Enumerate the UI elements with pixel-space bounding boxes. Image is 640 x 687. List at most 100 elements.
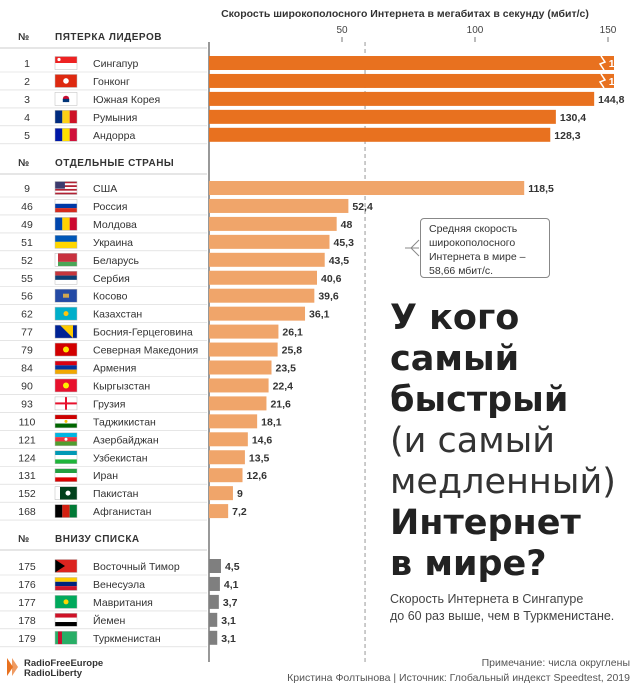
logo-line: RadioFreeEurope bbox=[24, 658, 104, 669]
mk-flag-icon bbox=[54, 342, 78, 357]
rank-column-header: № bbox=[18, 158, 29, 169]
country-label: Украина bbox=[93, 237, 133, 249]
country-label: Туркменистан bbox=[93, 633, 161, 645]
value-label: 118,5 bbox=[528, 183, 554, 195]
bar bbox=[209, 396, 267, 411]
us-flag-icon bbox=[54, 181, 78, 195]
bar bbox=[209, 181, 525, 195]
bar bbox=[209, 468, 243, 483]
average-callout: Средняя скорость широкополосного Интерне… bbox=[420, 218, 550, 278]
callout-pointer bbox=[410, 239, 420, 257]
bar bbox=[209, 414, 258, 429]
value-label: 4,1 bbox=[224, 579, 239, 591]
rank-label: 52 bbox=[21, 255, 33, 267]
country-label: Мавритания bbox=[93, 597, 153, 609]
callout-line: широкополосного bbox=[429, 237, 516, 249]
rank-label: 121 bbox=[18, 434, 36, 446]
rank-label: 55 bbox=[21, 273, 33, 285]
value-label: 39,6 bbox=[318, 291, 339, 303]
rferl-logo: RadioFreeEurope RadioLiberty bbox=[4, 652, 134, 684]
country-label: Восточный Тимор bbox=[93, 561, 180, 573]
value-label: 197,5 bbox=[609, 58, 635, 70]
ru-flag-icon bbox=[54, 199, 78, 213]
country-label: Гонконг bbox=[93, 76, 130, 88]
value-label: 130,4 bbox=[560, 112, 586, 124]
bar bbox=[209, 288, 315, 303]
headline-line: Интернет bbox=[390, 503, 581, 543]
value-label: 144,8 bbox=[598, 94, 624, 106]
bar bbox=[209, 324, 279, 339]
rank-label: 51 bbox=[21, 237, 33, 249]
rank-label: 90 bbox=[21, 380, 33, 392]
value-label: 13,5 bbox=[249, 452, 270, 464]
bar bbox=[209, 594, 219, 609]
value-label: 21,6 bbox=[270, 398, 291, 410]
country-label: Андорра bbox=[93, 130, 135, 142]
x-tick-label: 50 bbox=[336, 25, 348, 36]
value-label: 128,3 bbox=[554, 130, 580, 142]
logo-text: RadioFreeEurope RadioLiberty bbox=[24, 659, 103, 679]
bar bbox=[209, 504, 229, 519]
by-flag-icon bbox=[54, 253, 78, 267]
callout-line: 58,66 мбит/с. bbox=[429, 265, 494, 277]
kz-flag-icon bbox=[54, 306, 78, 321]
subheadline-line: до 60 раз выше, чем в Туркменистане. bbox=[390, 609, 615, 623]
source-credit: Кристина Фолтынова | Источник: Глобальны… bbox=[287, 672, 630, 684]
rank-label: 110 bbox=[19, 416, 36, 428]
bar bbox=[209, 109, 556, 124]
country-label: Иран bbox=[93, 470, 118, 482]
chart-title: Скорость широкополосного Интернета в мег… bbox=[221, 8, 589, 20]
rank-label: 177 bbox=[18, 597, 36, 609]
value-label: 14,6 bbox=[252, 434, 273, 446]
value-label: 12,6 bbox=[247, 470, 268, 482]
value-label: 7,2 bbox=[232, 506, 247, 518]
group-header: ОТДЕЛЬНЫЕ СТРАНЫ bbox=[55, 158, 174, 169]
bar bbox=[209, 56, 614, 70]
rank-label: 176 bbox=[18, 579, 36, 591]
headline: У кого самый быстрый (и самый медленный)… bbox=[390, 298, 635, 585]
country-label: Россия bbox=[93, 201, 127, 213]
bar bbox=[209, 127, 551, 142]
bar bbox=[209, 486, 233, 501]
rank-label: 56 bbox=[21, 291, 33, 303]
rank-label: 1 bbox=[24, 58, 30, 70]
rank-label: 179 bbox=[18, 633, 36, 645]
ba-flag-icon bbox=[54, 324, 78, 339]
sg-flag-icon bbox=[54, 56, 78, 70]
az-flag-icon bbox=[54, 432, 78, 447]
rank-label: 9 bbox=[24, 183, 30, 195]
headline-line: У кого bbox=[390, 298, 520, 338]
rank-label: 131 bbox=[18, 470, 36, 482]
callout-line: Интернета в мире – bbox=[429, 251, 526, 263]
country-label: Сингапур bbox=[93, 58, 139, 70]
ye-flag-icon bbox=[54, 613, 78, 627]
bar bbox=[209, 559, 221, 573]
value-label: 3,7 bbox=[223, 597, 238, 609]
kr-flag-icon bbox=[54, 92, 78, 106]
rs-flag-icon bbox=[54, 271, 78, 285]
bar bbox=[209, 270, 317, 285]
xk-flag-icon bbox=[54, 288, 78, 303]
country-label: Сербия bbox=[93, 273, 130, 285]
rank-column-header: № bbox=[18, 534, 29, 545]
rounding-note: Примечание: числа округлены bbox=[481, 657, 630, 669]
bar bbox=[209, 576, 220, 591]
bar bbox=[209, 91, 595, 106]
bar bbox=[209, 630, 218, 645]
rank-label: 152 bbox=[18, 488, 36, 500]
ir-flag-icon bbox=[54, 468, 78, 482]
bar bbox=[209, 198, 349, 213]
tj-flag-icon bbox=[54, 414, 78, 429]
kg-flag-icon bbox=[54, 378, 78, 393]
ad-flag-icon bbox=[54, 128, 78, 142]
subheadline-line: Скорость Интернета в Сингапуре bbox=[390, 592, 584, 606]
rank-label: 93 bbox=[21, 398, 33, 410]
headline-line: в мире? bbox=[390, 544, 547, 584]
value-label: 23,5 bbox=[276, 363, 297, 375]
rank-label: 5 bbox=[24, 130, 30, 142]
rank-label: 178 bbox=[18, 615, 36, 627]
rank-label: 3 bbox=[24, 94, 30, 106]
country-label: Беларусь bbox=[93, 255, 139, 267]
country-label: Грузия bbox=[93, 398, 125, 410]
